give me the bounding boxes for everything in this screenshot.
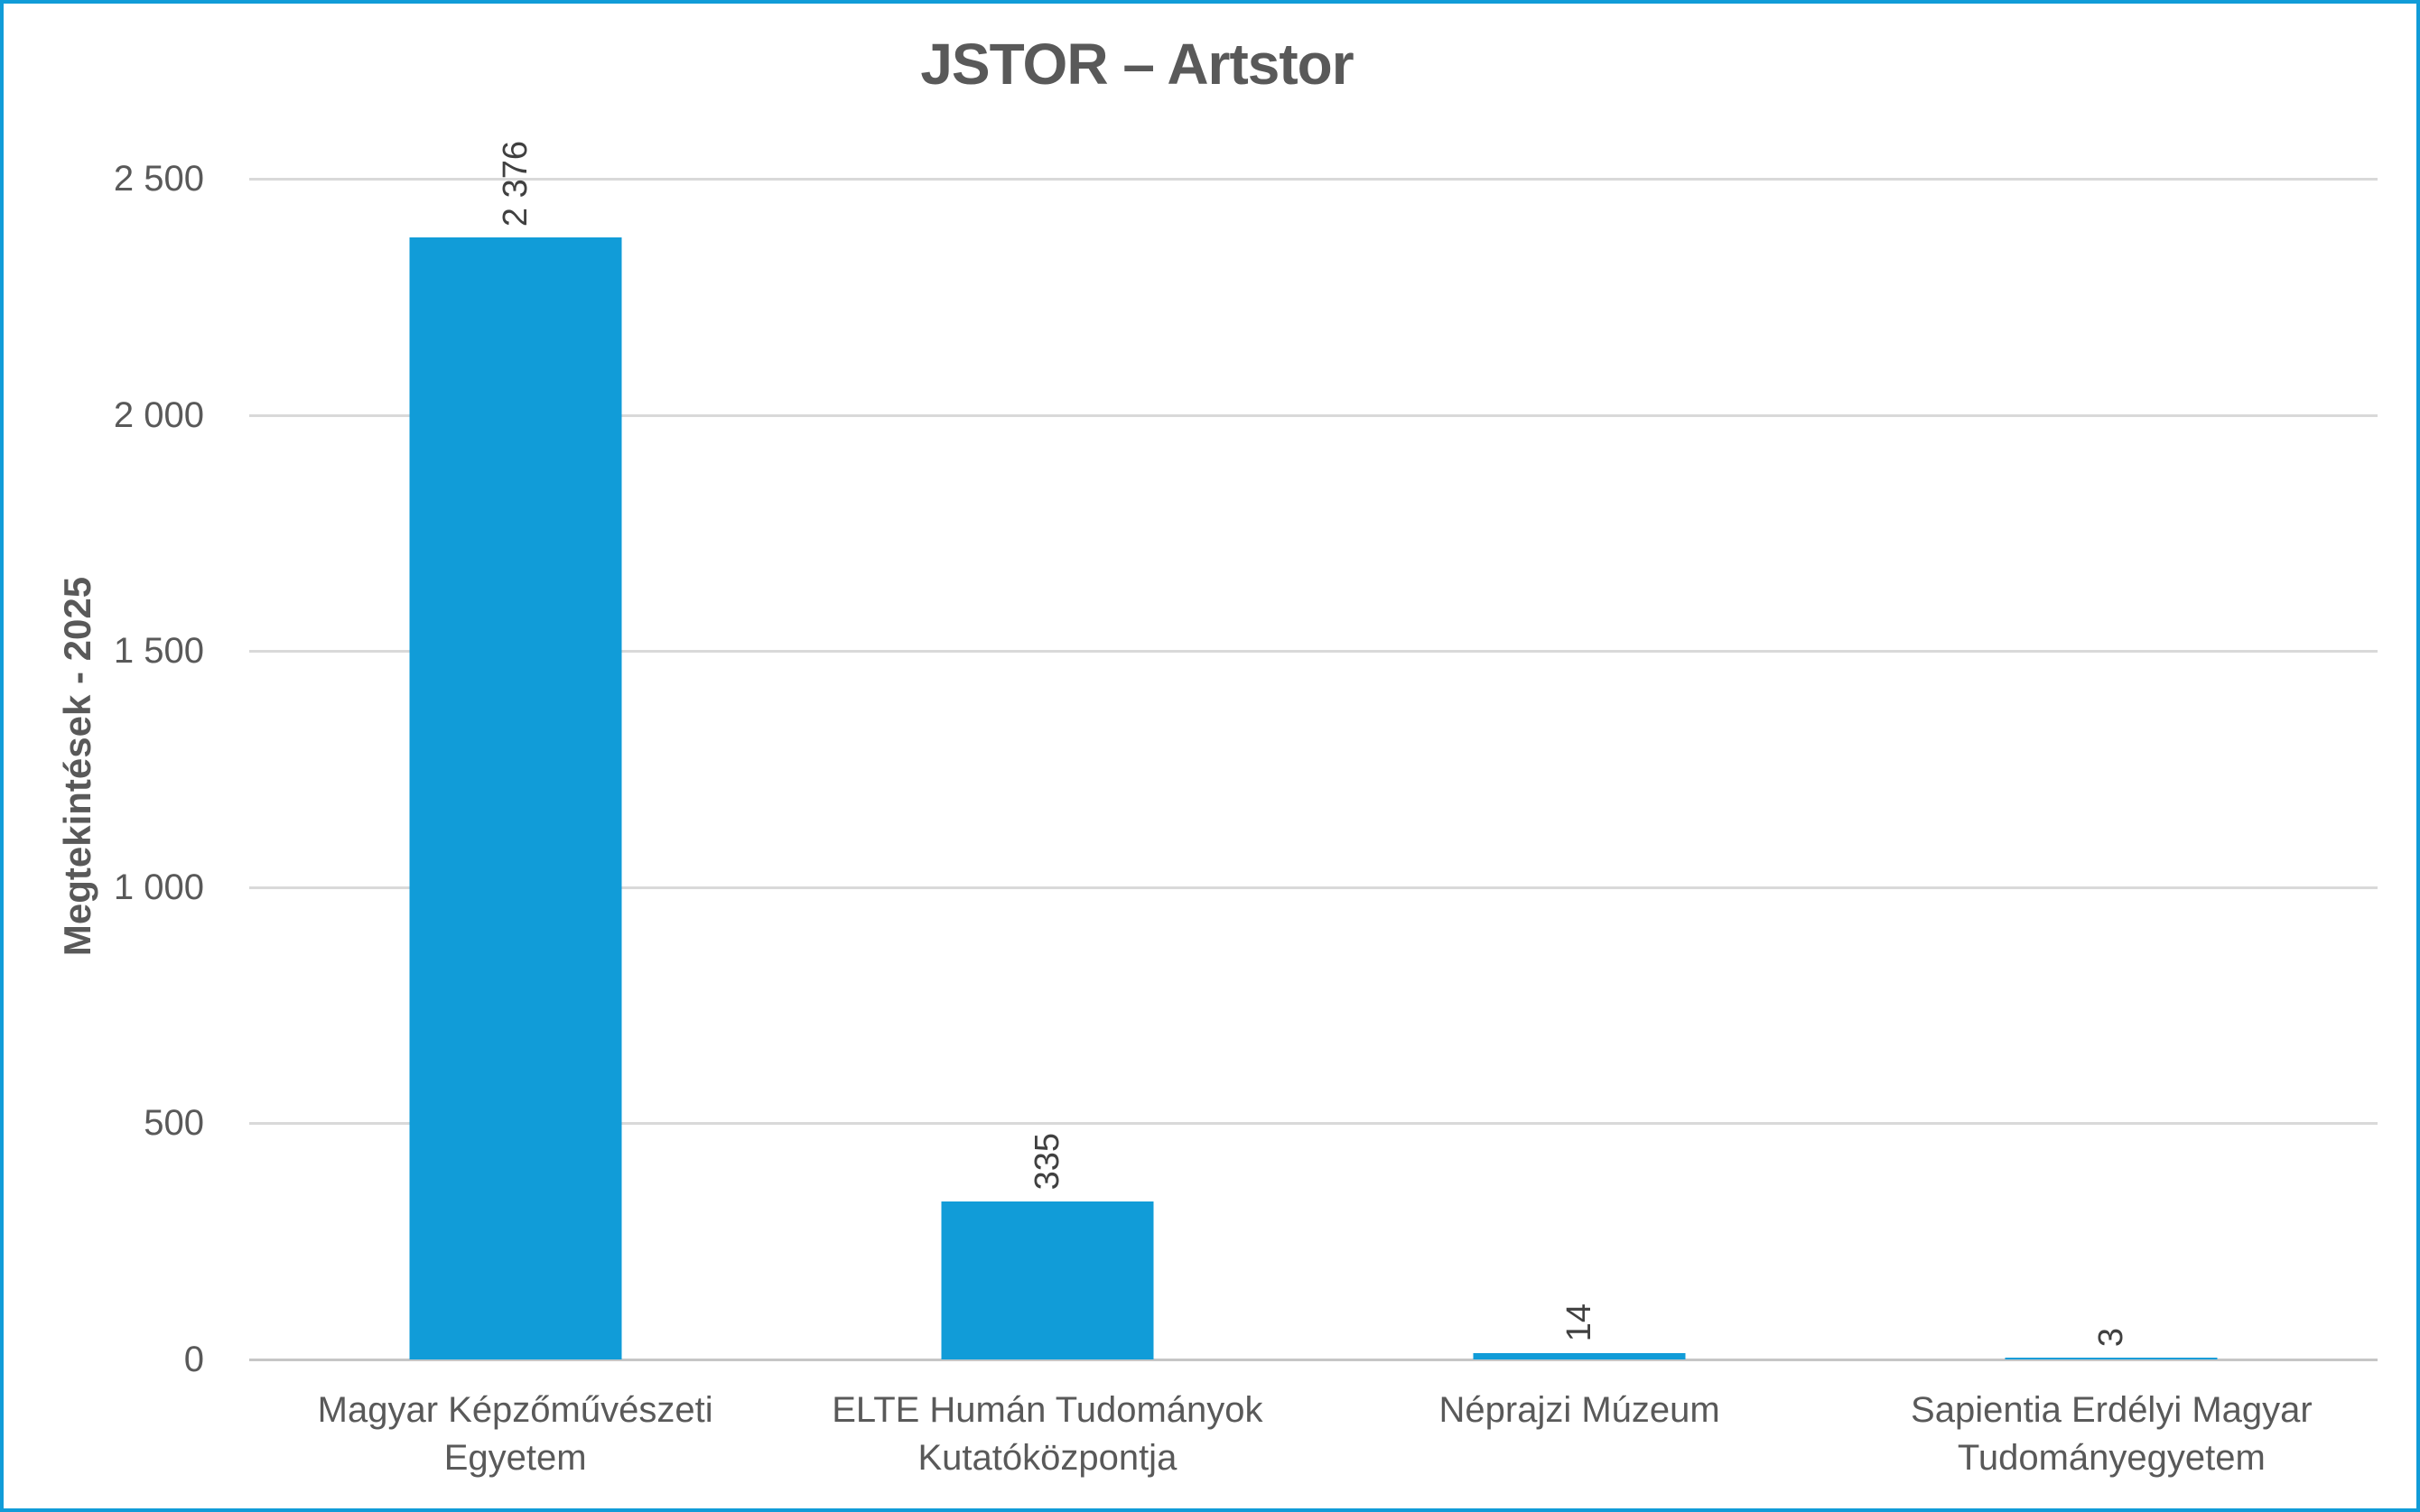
y-tick-500: 500	[144, 1103, 204, 1143]
y-tick-2500: 2 500	[113, 159, 204, 199]
bar-value-label: 2 376	[496, 140, 535, 227]
bar-value-label: 14	[1560, 1303, 1599, 1342]
x-axis-line	[249, 1359, 2378, 1361]
y-tick-1000: 1 000	[113, 867, 204, 907]
bar-group-sapientia: 3	[1846, 179, 2378, 1359]
y-tick-0: 0	[183, 1340, 204, 1379]
y-tick-1500: 1 500	[113, 631, 204, 671]
plot-area: 2 376 335 14 3	[249, 141, 2378, 1361]
x-label-neprajzi-muzeum: Néprajzi Múzeum	[1438, 1390, 1720, 1430]
bar-group-neprajzi-muzeum: 14	[1314, 179, 1846, 1359]
gridline-2500	[249, 178, 2378, 181]
x-label-elte-human-tudomanyok: ELTE Humán Tudományok Kutatóközpontja	[832, 1390, 1263, 1478]
bar-group-elte-human-tudomanyok: 335	[781, 179, 1313, 1359]
chart-title: JSTOR – Artstor	[920, 32, 1354, 97]
bar-group-magyar-kepzomuveszeti-egyetem: 2 376	[249, 141, 781, 1359]
bar-neprajzi-muzeum	[1473, 1352, 1686, 1359]
y-axis-title: Megtekintések - 2025	[56, 576, 98, 957]
bar-magyar-kepzomuveszeti-egyetem	[409, 237, 622, 1359]
gridline-500	[249, 1122, 2378, 1126]
gridline-2000	[249, 413, 2378, 417]
bar-value-label: 3	[2092, 1327, 2131, 1347]
bar-elte-human-tudomanyok	[941, 1201, 1154, 1359]
y-tick-2000: 2 000	[113, 395, 204, 435]
x-label-magyar-kepzomuveszeti-egyetem: Magyar Képzőművészeti Egyetem	[317, 1390, 713, 1478]
x-label-sapientia: Sapientia Erdélyi Magyar Tudományegyetem	[1911, 1390, 2313, 1478]
gridline-1500	[249, 650, 2378, 654]
x-axis-labels: Magyar Képzőművészeti Egyetem ELTE Humán…	[249, 1387, 2378, 1482]
gridline-1000	[249, 886, 2378, 889]
bar-sapientia	[2005, 1358, 2218, 1359]
bar-value-label: 335	[1028, 1133, 1066, 1191]
